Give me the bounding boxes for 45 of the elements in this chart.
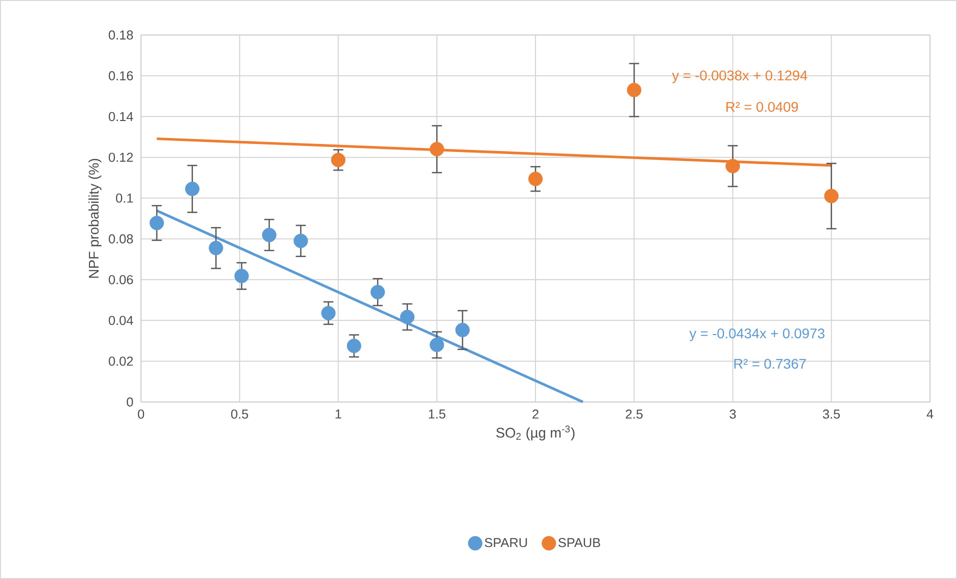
y-tick-label: 0.1 bbox=[116, 194, 133, 203]
point bbox=[262, 228, 276, 242]
y-tick-label: 0.18 bbox=[108, 30, 133, 40]
point bbox=[331, 152, 346, 168]
y-tick-label: 0.02 bbox=[108, 356, 133, 366]
legend-label: SPARU bbox=[484, 538, 527, 548]
x-axis-title: SO$_{2}$ (µg m$^{-3}$) bbox=[496, 426, 574, 440]
x-tick-label: 3 bbox=[730, 410, 736, 419]
x-tick-label: 0.5 bbox=[231, 410, 248, 419]
annotation: R² = 0.7367 bbox=[734, 358, 806, 369]
y-axis-title: NPF probability (%) bbox=[88, 158, 102, 278]
annotation: y = -0.0038x + 0.1294 bbox=[672, 70, 808, 84]
point bbox=[234, 268, 249, 284]
y-tick-label: 0.04 bbox=[108, 316, 134, 326]
x-tick-label: 3.5 bbox=[822, 410, 840, 419]
point bbox=[321, 306, 336, 320]
y-tick-label: 0 bbox=[126, 397, 133, 407]
x-tick-label: 0 bbox=[138, 410, 144, 419]
x-tick-label: 2.5 bbox=[626, 410, 643, 419]
point bbox=[400, 310, 414, 324]
point bbox=[208, 240, 224, 256]
y-tick-label: 0.16 bbox=[108, 71, 133, 80]
point bbox=[346, 338, 362, 354]
point bbox=[626, 82, 642, 98]
y-tick-label: 0.12 bbox=[108, 152, 133, 162]
y-tick-label: 0.08 bbox=[108, 234, 133, 244]
point bbox=[455, 322, 470, 338]
point bbox=[528, 172, 543, 186]
point bbox=[294, 234, 308, 248]
point bbox=[726, 158, 740, 174]
y-tick-label: 0.14 bbox=[108, 112, 134, 122]
x-tick-label: 1 bbox=[336, 410, 342, 418]
legend-label: SPAUB bbox=[558, 538, 600, 548]
point bbox=[824, 188, 839, 204]
point bbox=[185, 182, 200, 196]
x-tick-label: 4 bbox=[926, 410, 934, 418]
point bbox=[430, 338, 444, 352]
point bbox=[150, 216, 164, 230]
annotation: R² = 0.0409 bbox=[726, 102, 798, 112]
x-tick-label: 1.5 bbox=[428, 410, 446, 419]
x-tick-label: 2 bbox=[532, 410, 538, 419]
annotation: y = -0.0434x + 0.0973 bbox=[689, 328, 824, 342]
point bbox=[430, 142, 444, 156]
point bbox=[370, 284, 385, 300]
y-tick-label: 0.06 bbox=[108, 275, 133, 284]
